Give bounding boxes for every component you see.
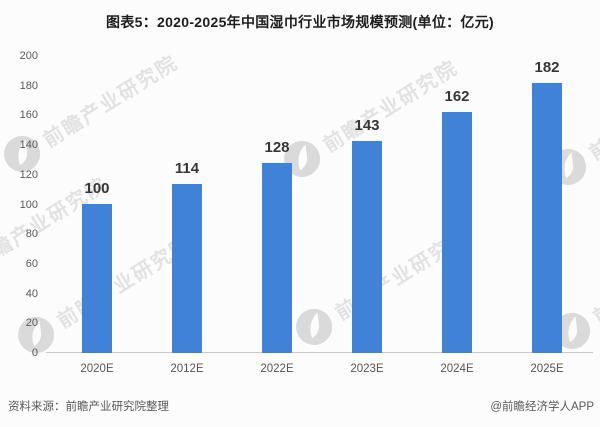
y-axis-tick-label: 160 — [19, 109, 38, 122]
x-axis-label: 2025E — [530, 363, 564, 375]
y-axis-tick-label: 200 — [19, 50, 38, 62]
y-axis-tick-label: 40 — [25, 287, 38, 300]
x-axis-label: 2024E — [440, 363, 474, 375]
chart-title: 图表5：2020-2025年中国湿巾行业市场规模预测(单位：亿元) — [106, 14, 494, 30]
bar-value-label: 128 — [264, 139, 290, 156]
source-note: 资料来源：前瞻产业研究院整理 — [8, 401, 169, 413]
y-axis-tick-label: 20 — [25, 317, 38, 330]
y-axis-tick-label: 100 — [19, 198, 38, 211]
y-axis-tick-label: 180 — [19, 79, 38, 92]
x-axis-label: 2022E — [260, 363, 294, 375]
bar — [532, 83, 562, 353]
bar — [442, 112, 472, 353]
bar — [262, 163, 292, 353]
y-axis-tick-label: 0 — [31, 347, 38, 359]
bar — [352, 141, 382, 353]
y-axis-tick-label: 140 — [19, 139, 38, 152]
bar-value-label: 182 — [534, 59, 560, 76]
y-axis-tick-label: 120 — [19, 168, 38, 181]
bar — [172, 184, 202, 353]
bar-value-label: 114 — [174, 160, 200, 177]
y-axis-tick-label: 60 — [25, 257, 38, 270]
credit-note: @前瞻经济学人APP — [490, 401, 594, 413]
x-axis-label: 2023E — [350, 363, 384, 375]
bar — [82, 204, 112, 353]
x-axis-line — [46, 352, 593, 353]
bar-value-label: 143 — [354, 117, 380, 134]
bar-value-label: 162 — [444, 88, 470, 105]
x-axis-label: 2012E — [170, 363, 204, 375]
y-axis-tick-label: 80 — [25, 228, 38, 241]
x-axis-label: 2020E — [80, 363, 114, 375]
bar-value-label: 100 — [84, 180, 110, 197]
